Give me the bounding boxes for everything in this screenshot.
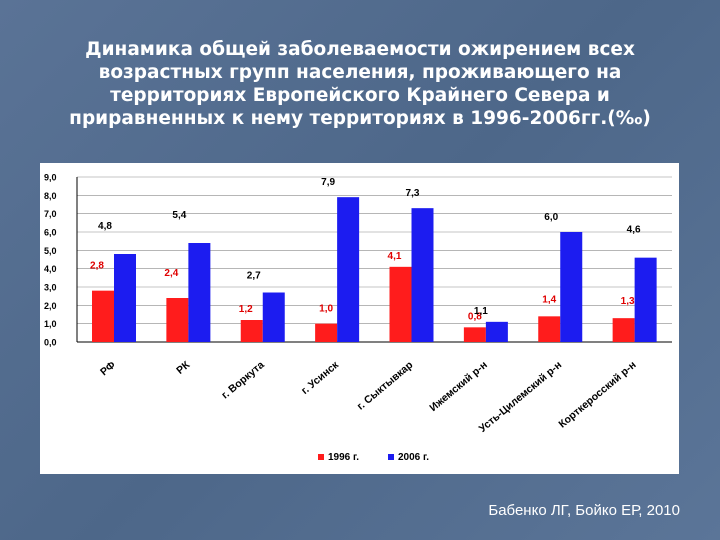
bar-chart: 0,0 1,0 2,0 3,0 4,0 5,0 6,0 7,0 8,0 9,0 2,8 2,4 1,2 1… xyxy=(44,173,672,463)
value-label-2006: 4,6 xyxy=(627,225,641,236)
bar-1996 xyxy=(463,327,486,342)
bar-2006 xyxy=(634,257,657,342)
author-credit: Бабенко ЛГ, Бойко ЕР, 2010 xyxy=(488,502,680,519)
bar-2006 xyxy=(262,292,285,342)
chart-panel: 0,0 1,0 2,0 3,0 4,0 5,0 6,0 7,0 8,0 9,0 2,8 2,4 1,2 1… xyxy=(40,163,679,474)
legend-label-2006: 2006 г. xyxy=(398,452,429,463)
bar-1996 xyxy=(240,320,263,342)
category-label: Корткеросский р-н xyxy=(556,359,638,431)
value-label-2006: 6,0 xyxy=(544,212,558,223)
value-label-1996: 1,3 xyxy=(621,296,635,307)
bar-1996 xyxy=(166,298,189,342)
y-tick-label: 5,0 xyxy=(44,246,57,256)
value-label-1996: 2,4 xyxy=(164,268,178,279)
bar-1996 xyxy=(92,290,114,342)
value-label-2006: 4,8 xyxy=(98,221,112,232)
legend-label-1996: 1996 г. xyxy=(328,452,359,463)
y-tick-label: 2,0 xyxy=(44,301,57,311)
legend-swatch-2006 xyxy=(388,454,394,460)
bar-2006 xyxy=(485,321,508,342)
value-label-1996: 2,8 xyxy=(90,261,104,272)
category-label: Ижемский р-н xyxy=(427,359,489,414)
bar-2006 xyxy=(114,254,136,342)
bar-1996 xyxy=(538,316,561,342)
value-label-2006: 7,3 xyxy=(406,188,420,199)
value-label-1996: 1,2 xyxy=(239,304,253,315)
y-tick-label: 0,0 xyxy=(44,338,57,348)
category-label: г. Усинск xyxy=(299,358,342,396)
y-tick-label: 8,0 xyxy=(44,191,57,201)
y-tick-label: 7,0 xyxy=(44,209,57,219)
y-tick-label: 4,0 xyxy=(44,264,57,274)
bar-2006 xyxy=(188,243,211,342)
value-label-1996: 0,8 xyxy=(468,311,482,322)
value-label-1996: 1,0 xyxy=(319,304,333,315)
bar-1996 xyxy=(315,323,338,342)
y-tick-label: 9,0 xyxy=(44,173,57,183)
y-tick-label: 1,0 xyxy=(44,319,57,329)
value-label-2006: 7,9 xyxy=(321,177,335,188)
bar-2006 xyxy=(560,232,583,342)
bar-2006 xyxy=(337,197,360,342)
category-label: г. Сыктывкар xyxy=(355,359,416,413)
value-label-1996: 4,1 xyxy=(388,251,402,262)
category-label: Усть-Цилемский р-н xyxy=(477,359,564,435)
legend-swatch-1996 xyxy=(318,454,324,460)
y-tick-label: 3,0 xyxy=(44,283,57,293)
category-label: РФ xyxy=(98,359,118,378)
value-label-2006: 2,7 xyxy=(247,271,261,282)
category-label: г. Воркута xyxy=(219,359,266,402)
bar-1996 xyxy=(389,266,412,342)
value-label-1996: 1,4 xyxy=(542,294,556,305)
bar-1996 xyxy=(612,318,635,342)
slide-title: Динамика общей заболеваемости ожирением … xyxy=(69,39,651,129)
y-tick-label: 6,0 xyxy=(44,228,57,238)
category-label: РК xyxy=(174,359,192,377)
value-label-2006: 5,4 xyxy=(172,210,186,221)
value-label-2006: 1,1 xyxy=(474,306,488,317)
bar-2006 xyxy=(411,208,434,342)
